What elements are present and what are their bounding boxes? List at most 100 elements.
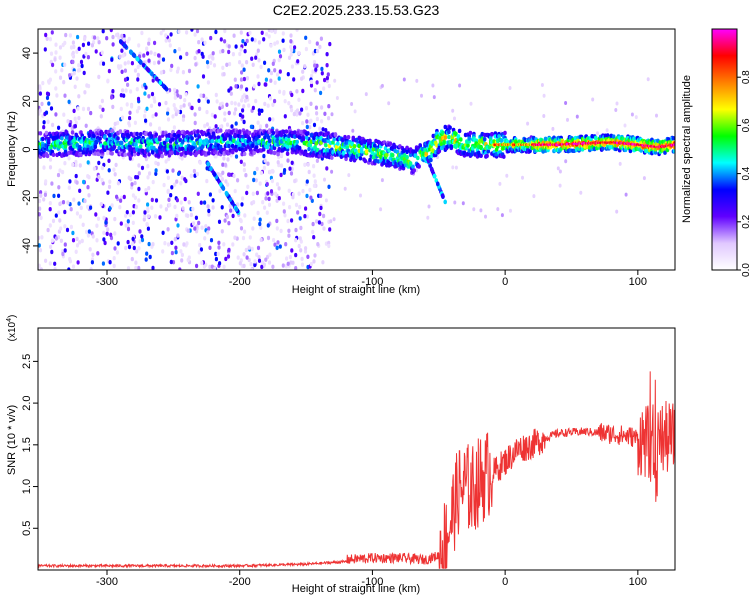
- spectrogram-cell: [269, 43, 273, 48]
- spectrogram-cell: [318, 126, 322, 131]
- spectrogram-cell: [160, 153, 164, 159]
- spectrogram-cell: [76, 260, 80, 265]
- spectrogram-cell: [166, 189, 170, 194]
- spectrogram-cell: [38, 263, 41, 268]
- spectrogram-cell: [97, 40, 101, 45]
- spectrogram-cell: [325, 62, 329, 68]
- spectrogram-cell: [131, 236, 135, 242]
- spectrogram-cell: [189, 173, 193, 178]
- spectrogram-cell: [256, 120, 260, 125]
- spectrogram-cell: [124, 245, 128, 251]
- spectrogram-cell: [330, 169, 334, 174]
- spectrogram-cell: [135, 109, 139, 114]
- spectrogram-cell: [133, 68, 138, 73]
- spectrogram-cell: [289, 44, 293, 50]
- spectrogram-cell: [239, 77, 244, 82]
- spectrogram-cell: [591, 97, 595, 102]
- spectrogram-cell: [152, 96, 156, 101]
- spectrogram-cell: [42, 197, 46, 202]
- spectrogram-cell: [252, 200, 256, 205]
- spectrogram-cell: [179, 55, 183, 60]
- spectrogram-cell: [83, 90, 87, 95]
- spectrogram-cell: [209, 60, 213, 65]
- spectrogram-cell: [60, 68, 64, 73]
- spectrogram-cell: [412, 168, 417, 173]
- spectrogram-cell: [233, 188, 237, 194]
- spectrogram-cell: [88, 247, 92, 252]
- spectrogram-cell: [179, 104, 183, 110]
- spectrogram-cell: [294, 266, 298, 270]
- spectrogram-cell: [203, 40, 207, 45]
- spectrogram-cell: [256, 74, 260, 79]
- spectrogram-cell: [265, 182, 269, 187]
- spectrogram-cell: [81, 106, 86, 112]
- spectrogram-cell: [40, 235, 44, 240]
- spectrogram-cell: [326, 72, 330, 77]
- spectrogram-cell: [614, 108, 618, 112]
- spectrogram-cell: [228, 61, 232, 67]
- spectrogram-cell: [86, 55, 90, 60]
- y-tick-label: 1.5: [21, 437, 33, 452]
- spectrogram-cell: [89, 267, 93, 270]
- spectrogram-cell: [79, 152, 83, 158]
- spectrogram-cell: [200, 37, 204, 42]
- spectrogram-cell: [323, 111, 327, 117]
- spectrogram-cell: [51, 152, 56, 157]
- spectrogram-cell: [328, 227, 332, 232]
- spectrogram-cell: [285, 256, 289, 261]
- colorbar-tick-label: 0.8: [741, 70, 750, 84]
- spectrogram-cell: [50, 238, 55, 243]
- spectrogram-cell: [176, 223, 180, 228]
- spectrogram-cell: [320, 66, 324, 72]
- spectrogram-cell: [453, 116, 456, 121]
- spectrogram-cell: [309, 195, 313, 200]
- spectrogram-cell: [259, 64, 263, 70]
- spectrogram-cell: [174, 217, 178, 222]
- spectrogram-cell: [322, 86, 326, 91]
- spectrogram-cell: [240, 63, 244, 68]
- spectrogram-cell: [315, 41, 319, 46]
- spectrogram-cell: [38, 243, 41, 248]
- spectrogram-cell: [285, 151, 290, 156]
- spectrogram-cell: [105, 231, 109, 236]
- spectrogram-cell: [126, 219, 130, 224]
- spectrogram-cell: [333, 78, 337, 83]
- spectrogram-cell: [290, 92, 294, 98]
- spectrogram-cell: [154, 168, 158, 173]
- spectrogram-cell: [199, 93, 203, 98]
- spectrogram-cell: [305, 214, 309, 219]
- spectrogram-cell: [256, 48, 260, 53]
- spectrogram-cell: [227, 221, 231, 226]
- spectrogram-cell: [63, 40, 67, 46]
- spectrogram-cell: [205, 178, 209, 184]
- spectrogram-cell: [288, 205, 292, 210]
- spectrogram-cell: [128, 115, 132, 121]
- spectrogram-cell: [347, 173, 351, 178]
- spectrogram-cell: [292, 77, 296, 82]
- spectrogram-cell: [144, 257, 148, 262]
- spectrogram-cell: [301, 69, 305, 74]
- spectrogram-cell: [128, 212, 132, 218]
- spectrogram-cell: [218, 124, 223, 130]
- spectrogram-cell: [318, 44, 322, 50]
- spectrogram-cell: [193, 55, 197, 61]
- spectrogram-cell: [183, 196, 187, 202]
- spectrogram-cell: [95, 223, 99, 228]
- spectrogram-cell: [468, 130, 473, 136]
- spectrogram-cell: [295, 89, 299, 94]
- spectrogram-cell: [264, 196, 268, 201]
- spectrogram-cell: [63, 93, 67, 98]
- spectrogram-cell: [443, 124, 448, 130]
- spectrogram-cell: [199, 200, 203, 205]
- spectrogram-cell: [61, 169, 65, 175]
- spectrogram-cell: [665, 147, 670, 153]
- spectrogram-cell: [286, 218, 290, 224]
- spectrogram-cell: [255, 190, 259, 196]
- y-tick-label: 40: [21, 47, 33, 59]
- spectrogram-cell: [78, 214, 82, 219]
- spectrogram-cell: [315, 158, 319, 163]
- spectrogram-cell: [182, 242, 186, 247]
- spectrogram-cell: [258, 181, 262, 186]
- spectrogram-cell: [140, 165, 145, 171]
- spectrogram-cell: [297, 191, 301, 196]
